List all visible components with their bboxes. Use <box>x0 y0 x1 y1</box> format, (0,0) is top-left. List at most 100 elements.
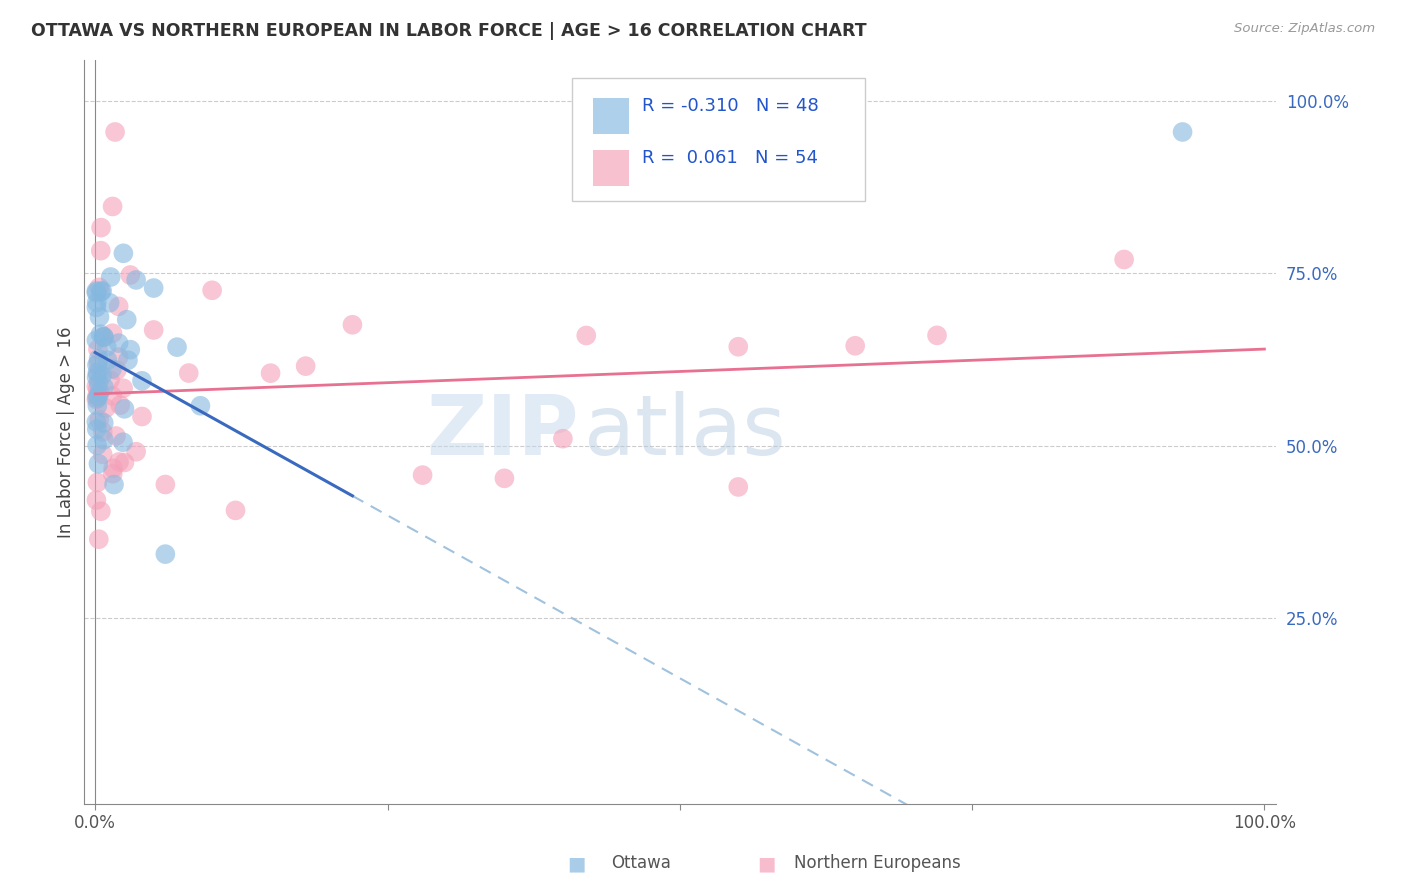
Point <box>844 339 866 353</box>
Point <box>93 433 115 447</box>
Point <box>86 415 108 429</box>
Point <box>91 425 114 439</box>
Point <box>86 301 108 315</box>
Point <box>103 477 125 491</box>
Y-axis label: In Labor Force | Age > 16: In Labor Force | Age > 16 <box>58 326 75 538</box>
Point <box>93 329 115 343</box>
Point <box>101 467 124 481</box>
Point <box>87 368 110 382</box>
Point <box>89 280 111 294</box>
Point <box>107 299 129 313</box>
Point <box>93 329 115 343</box>
Text: R =  0.061   N = 54: R = 0.061 N = 54 <box>641 149 818 167</box>
Point <box>155 547 177 561</box>
Point <box>86 295 108 310</box>
FancyBboxPatch shape <box>593 150 628 186</box>
Point <box>101 362 124 376</box>
Point <box>86 333 108 347</box>
Point <box>100 270 122 285</box>
Point <box>114 455 136 469</box>
Point <box>98 373 121 387</box>
Point <box>90 285 112 299</box>
Point <box>86 284 108 298</box>
Point <box>125 273 148 287</box>
Point <box>105 363 128 377</box>
Point <box>89 327 111 342</box>
Point <box>91 368 114 383</box>
Point <box>104 429 127 443</box>
Point <box>90 244 112 258</box>
Point <box>101 461 124 475</box>
Text: Northern Europeans: Northern Europeans <box>794 855 962 872</box>
Point <box>115 312 138 326</box>
Point <box>86 493 108 508</box>
Point <box>155 477 177 491</box>
Point <box>87 356 110 370</box>
Point <box>120 343 142 357</box>
Point <box>87 351 110 366</box>
Point <box>120 268 142 282</box>
Point <box>93 330 115 344</box>
FancyBboxPatch shape <box>593 98 628 134</box>
Point <box>87 457 110 471</box>
Point <box>117 353 139 368</box>
Point <box>89 413 111 427</box>
Point <box>87 343 110 357</box>
Point <box>89 310 111 324</box>
Point <box>86 422 108 436</box>
Point <box>107 336 129 351</box>
Text: atlas: atlas <box>585 392 786 472</box>
Point <box>1171 125 1194 139</box>
Point <box>131 409 153 424</box>
Point <box>727 480 749 494</box>
Text: Ottawa: Ottawa <box>612 855 672 872</box>
Point <box>93 416 115 430</box>
Point <box>925 328 948 343</box>
FancyBboxPatch shape <box>572 78 865 201</box>
Point <box>131 374 153 388</box>
Point <box>90 220 112 235</box>
Point <box>342 318 364 332</box>
Point <box>86 285 108 300</box>
Text: OTTAWA VS NORTHERN EUROPEAN IN LABOR FORCE | AGE > 16 CORRELATION CHART: OTTAWA VS NORTHERN EUROPEAN IN LABOR FOR… <box>31 22 866 40</box>
Point <box>96 340 118 354</box>
Point <box>90 504 112 518</box>
Point <box>86 389 108 403</box>
Point <box>86 366 108 380</box>
Point <box>112 246 135 260</box>
Point <box>125 444 148 458</box>
Point <box>108 455 131 469</box>
Point <box>166 340 188 354</box>
Point <box>86 475 108 490</box>
Point <box>412 468 434 483</box>
Point <box>111 435 134 450</box>
Point <box>1114 252 1136 267</box>
Point <box>89 385 111 400</box>
Point <box>86 391 108 405</box>
Point <box>87 533 110 547</box>
Text: ■: ■ <box>567 854 586 873</box>
Point <box>142 323 165 337</box>
Point <box>91 447 114 461</box>
Point <box>110 398 132 412</box>
Point <box>727 340 749 354</box>
Point <box>86 379 108 393</box>
Text: Source: ZipAtlas.com: Source: ZipAtlas.com <box>1234 22 1375 36</box>
Point <box>101 199 124 213</box>
Point <box>112 381 135 395</box>
Point <box>575 328 598 343</box>
Point <box>114 401 136 416</box>
Point <box>86 392 108 407</box>
Point <box>87 382 110 396</box>
Point <box>86 399 108 413</box>
Point <box>107 350 129 364</box>
Point <box>87 389 110 403</box>
Point <box>142 281 165 295</box>
Point <box>190 399 212 413</box>
Point <box>93 380 115 394</box>
Point <box>94 401 117 415</box>
Point <box>98 295 121 310</box>
Point <box>104 125 127 139</box>
Point <box>225 503 247 517</box>
Point <box>86 438 108 452</box>
